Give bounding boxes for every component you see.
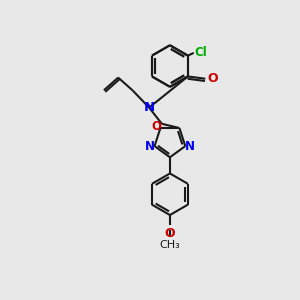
Text: N: N [145, 140, 155, 153]
Text: CH₃: CH₃ [160, 240, 180, 250]
Text: O: O [207, 72, 218, 85]
Text: Cl: Cl [195, 46, 208, 59]
Text: N: N [185, 140, 195, 153]
Text: N: N [144, 101, 155, 114]
Text: O: O [165, 226, 175, 240]
Text: O: O [152, 120, 161, 133]
